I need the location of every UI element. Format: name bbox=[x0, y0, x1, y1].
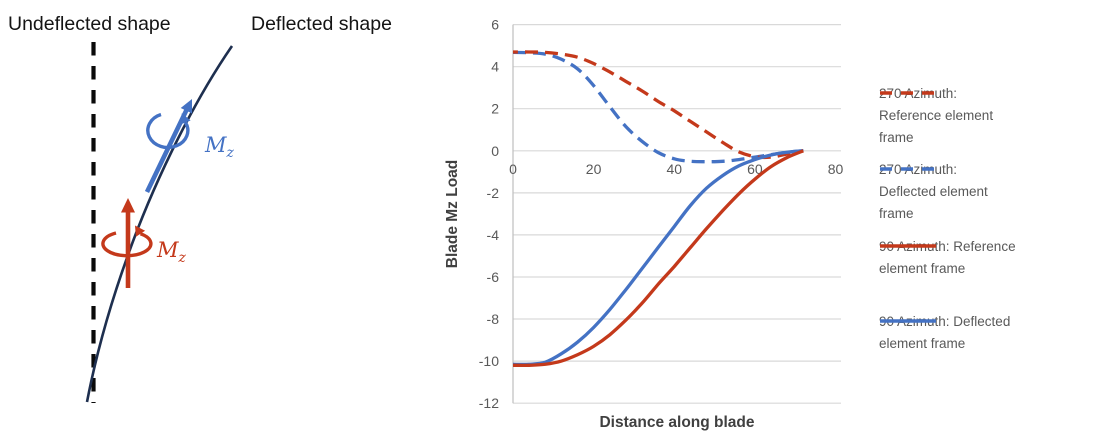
y-tick-label: 2 bbox=[491, 101, 499, 117]
x-tick-label: 80 bbox=[828, 161, 844, 177]
red-arrowhead-icon bbox=[121, 198, 135, 213]
deflected-blade-curve bbox=[85, 45, 234, 403]
legend-item: 90 Azimuth: Reference element frame bbox=[879, 236, 1016, 280]
legend-label: 270 Azimuth: Reference element frame bbox=[879, 86, 994, 145]
series-line bbox=[512, 50, 804, 160]
y-tick-label: -10 bbox=[479, 353, 499, 369]
blue-rotation-arrowhead-icon bbox=[180, 113, 191, 125]
legend-label: 90 Azimuth: Deflected element frame bbox=[879, 314, 1011, 351]
blade-deflection-diagram: Undeflected shape Deflected shape Mz Mz bbox=[8, 13, 392, 403]
solid-line-swatch-icon bbox=[880, 243, 936, 248]
y-tick-label: 6 bbox=[491, 17, 499, 33]
y-tick-label: -2 bbox=[487, 185, 500, 201]
x-axis-title: Distance along blade bbox=[599, 414, 754, 431]
x-tick-label: 20 bbox=[586, 161, 602, 177]
dashed-line-swatch-icon bbox=[880, 90, 936, 95]
deflected-frame-moment-blue: Mz bbox=[144, 99, 235, 193]
y-tick-label: -4 bbox=[487, 227, 500, 243]
blue-arrowhead-icon bbox=[180, 99, 192, 114]
legend-item: 90 Azimuth: Deflected element frame bbox=[879, 311, 1010, 355]
red-rotation-arrow-icon bbox=[101, 231, 153, 258]
reference-frame-moment-red: Mz bbox=[101, 198, 187, 288]
chart-legend: 270 Azimuth: Reference element frame 270 Az… bbox=[879, 0, 1111, 447]
moment-label-blue: Mz bbox=[204, 133, 235, 161]
series-line bbox=[512, 149, 804, 368]
legend-item: 270 Azimuth: Reference element frame bbox=[879, 83, 993, 149]
series-line bbox=[512, 149, 804, 367]
y-tick-label: -12 bbox=[479, 395, 499, 411]
legend-label: 90 Azimuth: Reference element frame bbox=[879, 239, 1016, 276]
x-tick-label: 60 bbox=[747, 161, 763, 177]
y-tick-label: 0 bbox=[491, 143, 499, 159]
red-rotation-arrowhead-icon bbox=[135, 225, 146, 237]
y-tick-label: -8 bbox=[487, 311, 500, 327]
y-axis-title: Blade Mz Load bbox=[444, 160, 461, 269]
moment-label-red: Mz bbox=[156, 238, 187, 266]
undeflected-shape-label: Undeflected shape bbox=[8, 13, 171, 35]
legend-item: 270 Azimuth: Deflected element frame bbox=[879, 159, 988, 225]
y-tick-label: 4 bbox=[491, 59, 499, 75]
solid-line-swatch-icon bbox=[880, 318, 936, 323]
series-line bbox=[512, 50, 804, 164]
blue-moment-axis-arrow bbox=[144, 109, 189, 193]
dashed-line-swatch-icon bbox=[880, 166, 936, 171]
legend-label: 270 Azimuth: Deflected element frame bbox=[879, 162, 988, 221]
blue-rotation-arrow-icon bbox=[146, 112, 190, 150]
deflected-shape-label: Deflected shape bbox=[251, 13, 392, 35]
y-tick-label: -6 bbox=[487, 269, 500, 285]
x-tick-label: 0 bbox=[509, 161, 517, 177]
x-tick-label: 40 bbox=[667, 161, 683, 177]
